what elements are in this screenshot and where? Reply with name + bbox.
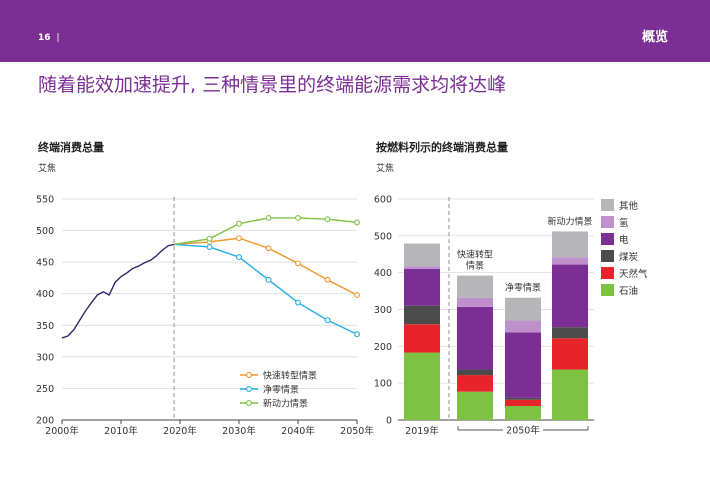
- x-tick-label: 2050年: [340, 425, 374, 437]
- series-point-1: [295, 299, 301, 306]
- legend-swatch: [601, 199, 614, 211]
- legend-label: 煤炭: [619, 251, 639, 263]
- category-label: 净零情景: [505, 282, 541, 294]
- legend-label: 石油: [619, 285, 638, 297]
- category-label: 2019年: [405, 425, 439, 437]
- legend-swatch-marker: [246, 372, 252, 378]
- group-label: 2050年: [506, 425, 540, 437]
- series-point-1: [354, 331, 360, 338]
- bar-segment: [457, 391, 493, 420]
- bar-segment: [552, 369, 588, 420]
- bar-segment: [552, 264, 588, 328]
- section-title: 概览: [641, 30, 668, 45]
- bar-segment: [552, 231, 588, 258]
- legend-swatch: [601, 267, 614, 279]
- bar-segment: [404, 268, 440, 306]
- bar-segment: [457, 369, 493, 376]
- series-point-2: [236, 220, 242, 227]
- legend-label: 净零情景: [263, 384, 299, 396]
- right-chart-unit: 艾焦: [376, 164, 395, 174]
- y-tick-label: 300: [36, 352, 54, 363]
- bar-segment: [457, 375, 493, 392]
- y-tick-label: 550: [36, 195, 54, 206]
- y-tick-label: 250: [36, 384, 54, 395]
- bar-segment: [404, 243, 440, 267]
- y-tick-label: 400: [36, 289, 54, 300]
- legend-label: 电: [619, 234, 629, 246]
- bar-segment: [457, 275, 493, 298]
- series-point-2: [324, 216, 331, 223]
- y-tick-label: 500: [36, 226, 54, 237]
- y-tick-label: 100: [374, 379, 392, 390]
- bar-segment: [404, 266, 440, 269]
- legend-label: 天然气: [619, 268, 648, 280]
- x-tick-label: 2000年: [45, 425, 79, 437]
- bar-segment: [505, 399, 541, 407]
- group-label-bg: [503, 423, 543, 437]
- bar-segment: [505, 406, 541, 420]
- bar-segment: [457, 297, 493, 307]
- legend-swatch: [601, 250, 614, 262]
- series-point-1: [206, 244, 213, 250]
- legend-swatch: [601, 284, 614, 296]
- history-line: [61, 243, 175, 339]
- series-point-2: [354, 219, 360, 226]
- bar-segment: [552, 338, 588, 370]
- y-tick-label: 400: [374, 268, 392, 279]
- bar-segment: [505, 397, 541, 400]
- bar-segment: [552, 327, 588, 339]
- bar-segment: [404, 352, 440, 420]
- x-tick-label: 2030年: [222, 425, 256, 437]
- series-point-0: [354, 292, 360, 298]
- right-chart-title: 按燃料列示的终端消费总量: [376, 141, 508, 154]
- y-tick-label: 0: [386, 416, 392, 427]
- x-tick-label: 2020年: [163, 425, 197, 437]
- series-point-1: [324, 317, 331, 324]
- category-label: 新动力情景: [547, 215, 592, 227]
- bar-segment: [404, 324, 440, 353]
- series-point-0: [236, 235, 242, 242]
- legend-label: 其他: [619, 200, 639, 212]
- series-point-1: [265, 276, 272, 283]
- page-headline: 随着能效加速提升, 三种情景里的终端能源需求均将达峰: [38, 74, 507, 96]
- series-point-2: [265, 214, 272, 221]
- legend-label: 氢: [619, 217, 629, 229]
- left-chart-title: 终端消费总量: [38, 141, 104, 154]
- series-point-2: [206, 235, 213, 242]
- legend-swatch: [601, 216, 614, 228]
- page-number: 16 |: [38, 33, 60, 43]
- category-label: 情景: [466, 260, 484, 272]
- x-tick-label: 2010年: [104, 425, 138, 437]
- legend-swatch: [601, 233, 614, 245]
- bar-segment: [505, 297, 541, 321]
- bar-segment: [505, 320, 541, 333]
- bar-segment: [505, 332, 541, 398]
- series-point-2: [295, 214, 301, 221]
- bar-segment: [457, 306, 493, 370]
- top-banner: 16 | 概览: [0, 0, 710, 62]
- y-tick-label: 500: [374, 231, 392, 242]
- bar-segment: [404, 305, 440, 325]
- legend-label: 新动力情景: [263, 398, 308, 410]
- legend-swatch-marker: [246, 386, 252, 392]
- y-tick-label: 200: [36, 416, 54, 427]
- y-tick-label: 300: [374, 305, 392, 316]
- y-tick-label: 450: [36, 258, 54, 269]
- bar-segment: [552, 257, 588, 265]
- legend-swatch-marker: [246, 400, 252, 406]
- legend-label: 快速转型情景: [263, 370, 317, 382]
- category-label: 快速转型: [457, 249, 493, 261]
- y-tick-label: 350: [36, 321, 54, 332]
- y-tick-label: 600: [374, 195, 392, 206]
- series-point-1: [236, 254, 242, 261]
- x-tick-label: 2040年: [281, 425, 315, 437]
- series-point-0: [295, 260, 301, 267]
- y-tick-label: 200: [374, 342, 392, 353]
- left-chart-unit: 艾焦: [38, 164, 57, 174]
- series-point-0: [265, 245, 272, 252]
- series-point-0: [324, 276, 331, 283]
